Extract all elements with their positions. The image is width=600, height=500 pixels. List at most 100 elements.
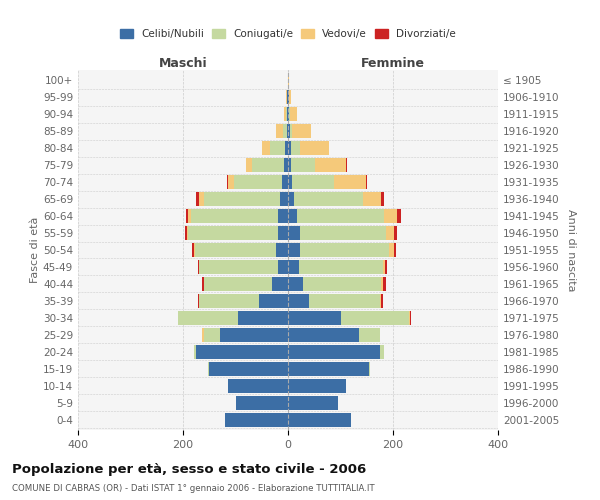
Bar	[228, 175, 288, 190]
Bar	[287, 90, 288, 104]
Bar	[227, 378, 288, 393]
Bar	[288, 107, 290, 122]
Bar	[286, 141, 288, 156]
Bar	[288, 344, 384, 359]
Bar	[288, 396, 338, 410]
Bar	[288, 328, 380, 342]
Bar	[288, 243, 299, 257]
Bar	[196, 192, 288, 206]
Bar	[235, 396, 288, 410]
Bar	[288, 310, 410, 325]
Bar	[269, 141, 288, 156]
Bar	[262, 141, 288, 156]
Bar	[194, 243, 288, 257]
Bar	[187, 226, 288, 240]
Bar	[284, 107, 288, 122]
Bar	[288, 226, 397, 240]
Bar	[288, 412, 351, 427]
Bar	[277, 243, 288, 257]
Bar	[262, 141, 288, 156]
Bar	[238, 310, 288, 325]
Bar	[288, 396, 338, 410]
Bar	[288, 141, 329, 156]
Bar	[204, 276, 288, 291]
Bar	[288, 158, 347, 172]
Bar	[284, 107, 288, 122]
Bar	[288, 328, 380, 342]
Bar	[220, 328, 288, 342]
Bar	[288, 378, 346, 393]
Bar	[225, 412, 288, 427]
Bar	[209, 362, 288, 376]
Bar	[288, 226, 386, 240]
Bar	[288, 192, 362, 206]
Bar	[288, 226, 299, 240]
Bar	[193, 344, 288, 359]
Bar	[282, 175, 288, 190]
Bar	[288, 124, 292, 138]
Bar	[202, 276, 288, 291]
Bar	[199, 260, 288, 274]
Bar	[286, 90, 288, 104]
Bar	[288, 378, 346, 393]
Text: Femmine: Femmine	[361, 57, 425, 70]
Bar	[288, 396, 338, 410]
Bar	[246, 158, 288, 172]
Bar	[288, 310, 409, 325]
Bar	[235, 396, 288, 410]
Bar	[235, 396, 288, 410]
Bar	[288, 378, 346, 393]
Bar	[288, 276, 386, 291]
Bar	[227, 175, 288, 190]
Bar	[288, 328, 380, 342]
Bar	[288, 362, 370, 376]
Bar	[288, 141, 329, 156]
Text: COMUNE DI CABRAS (OR) - Dati ISTAT 1° gennaio 2006 - Elaborazione TUTTITALIA.IT: COMUNE DI CABRAS (OR) - Dati ISTAT 1° ge…	[12, 484, 374, 493]
Bar	[188, 226, 288, 240]
Bar	[192, 243, 288, 257]
Bar	[288, 192, 383, 206]
Bar	[227, 378, 288, 393]
Bar	[288, 124, 311, 138]
Bar	[225, 412, 288, 427]
Bar	[286, 107, 288, 122]
Y-axis label: Anni di nascita: Anni di nascita	[566, 209, 576, 291]
Bar	[288, 260, 383, 274]
Bar	[199, 192, 288, 206]
Bar	[191, 209, 288, 224]
Bar	[284, 158, 288, 172]
Bar	[188, 209, 288, 224]
Bar	[277, 124, 288, 138]
Bar	[178, 310, 288, 325]
Bar	[288, 141, 300, 156]
Bar	[286, 90, 288, 104]
Bar	[288, 310, 341, 325]
Bar	[225, 412, 288, 427]
Bar	[288, 276, 382, 291]
Bar	[178, 310, 288, 325]
Bar	[202, 328, 288, 342]
Bar	[288, 158, 291, 172]
Bar	[288, 412, 351, 427]
Bar	[227, 378, 288, 393]
Bar	[288, 90, 291, 104]
Bar	[288, 260, 385, 274]
Bar	[283, 124, 288, 138]
Bar	[288, 175, 366, 190]
Bar	[288, 310, 411, 325]
Bar	[288, 378, 346, 393]
Bar	[204, 192, 288, 206]
Y-axis label: Fasce di età: Fasce di età	[30, 217, 40, 283]
Bar	[272, 276, 288, 291]
Bar	[288, 175, 367, 190]
Bar	[195, 243, 288, 257]
Bar	[288, 344, 384, 359]
Bar	[288, 362, 370, 376]
Bar	[193, 344, 288, 359]
Bar	[288, 158, 315, 172]
Bar	[288, 276, 383, 291]
Bar	[253, 158, 288, 172]
Bar	[235, 396, 288, 410]
Bar	[199, 294, 288, 308]
Bar	[287, 124, 288, 138]
